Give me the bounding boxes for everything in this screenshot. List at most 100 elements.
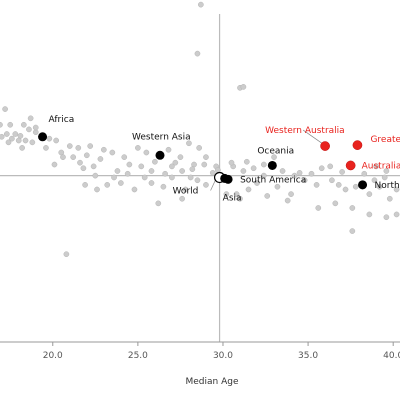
x-tick-label: 20.0 (43, 351, 63, 361)
background-point (27, 115, 34, 122)
background-point (104, 182, 111, 188)
background-point (77, 159, 83, 166)
background-point (260, 172, 267, 179)
background-point (51, 161, 58, 168)
label-western-asia: Western Asia (132, 132, 191, 142)
label-oceania: Oceania (257, 146, 294, 156)
background-point (60, 154, 66, 160)
background-point (194, 177, 201, 184)
background-point (92, 172, 99, 179)
background-point (12, 131, 19, 137)
background-point (332, 200, 339, 207)
background-point (9, 135, 15, 142)
background-point (94, 186, 100, 193)
background-point (179, 168, 185, 174)
background-point (352, 183, 359, 190)
background-point (209, 169, 216, 176)
background-point (148, 180, 155, 186)
background-point (381, 174, 388, 181)
background-point (264, 193, 271, 199)
background-point (53, 137, 60, 144)
background-point (279, 168, 286, 174)
background-point (70, 154, 77, 160)
background-point (288, 191, 294, 197)
background-point (100, 146, 107, 153)
background-point (233, 191, 240, 197)
background-point (7, 121, 14, 128)
label-south-america: South America (240, 175, 306, 185)
x-tick-label: 25.0 (128, 351, 148, 361)
x-axis-ticks: 20.0 25.0 30.0 35.0 40.0 (43, 342, 400, 361)
background-point (15, 137, 22, 144)
highlight-point-australia (345, 160, 356, 171)
background-point (315, 205, 322, 211)
background-point (237, 195, 243, 202)
background-point (97, 156, 104, 162)
background-point (201, 161, 208, 168)
background-point (22, 137, 29, 144)
background-point (339, 169, 345, 175)
background-point (329, 177, 335, 184)
background-point (291, 172, 298, 179)
background-point (308, 170, 315, 177)
background-point (66, 143, 73, 149)
x-tick-label: 40.0 (383, 351, 400, 361)
background-point (383, 214, 390, 221)
background-point (366, 211, 373, 218)
region-point-north-america (358, 180, 368, 190)
x-tick-label: 30.0 (213, 351, 233, 361)
background-point (75, 145, 82, 151)
background-point (26, 126, 32, 133)
background-point (179, 195, 185, 202)
label-africa: Africa (49, 115, 75, 125)
background-point (143, 149, 150, 156)
background-point (114, 168, 121, 174)
background-point (383, 168, 390, 174)
highlight-point-western-australia (320, 141, 330, 151)
background-point (2, 106, 8, 112)
background-point (313, 182, 320, 188)
background-point (138, 163, 145, 170)
background-point (165, 146, 172, 153)
background-point (187, 174, 194, 181)
background-point (194, 50, 201, 57)
background-point (284, 197, 291, 204)
background-point (373, 163, 380, 170)
region-point-asia (220, 173, 230, 183)
background-point (228, 159, 235, 166)
background-point (366, 191, 373, 197)
background-point (349, 228, 356, 234)
point-labels: Africa Western Asia Oceania South America Wo… (49, 115, 400, 204)
background-point (371, 177, 378, 184)
background-point (177, 154, 184, 160)
background-point (186, 140, 192, 147)
background-point (296, 169, 303, 176)
background-point (160, 183, 167, 190)
background-point (349, 205, 356, 211)
background-point (182, 186, 189, 193)
background-point (254, 180, 260, 186)
background-point (386, 195, 393, 202)
background-point (3, 131, 10, 137)
label-asia: Asia (223, 193, 242, 203)
region-point-africa (38, 132, 48, 142)
region-point-western-asia (155, 150, 165, 160)
background-point (131, 186, 138, 193)
background-point (198, 1, 204, 8)
background-point (109, 149, 116, 156)
x-axis: 20.0 25.0 30.0 35.0 40.0 Median Age (0, 341, 400, 387)
label-greater-perth: Greater Perth (370, 135, 400, 145)
background-point (43, 145, 49, 151)
background-point (148, 168, 155, 174)
background-point (135, 145, 141, 151)
background-point (203, 154, 209, 160)
background-point (189, 166, 196, 173)
background-point (393, 186, 400, 193)
label-western-australia: Western Australia (265, 126, 345, 136)
background-point (90, 163, 97, 170)
background-point (245, 186, 252, 193)
background-point (82, 182, 88, 188)
background-point (196, 145, 202, 151)
label-world: World (173, 186, 199, 196)
